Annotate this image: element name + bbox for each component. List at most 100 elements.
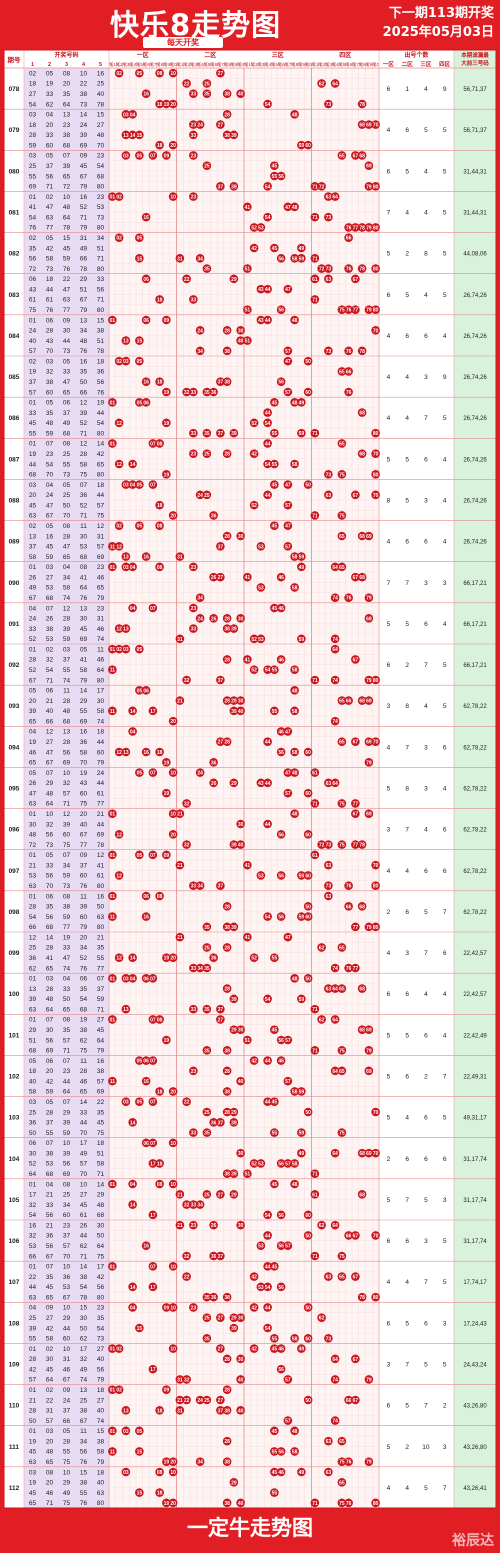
tail-header: 尾6 — [278, 62, 286, 68]
tail-header: 尾0 — [237, 62, 245, 68]
number-ball — [222, 901, 232, 911]
number-ball — [195, 253, 205, 263]
number-ball — [290, 397, 299, 407]
zone-count: 5 — [443, 703, 447, 710]
draw-number: 30 — [80, 533, 88, 540]
number-ball-label: 75 — [339, 1131, 345, 1137]
draw-number: 23 — [97, 1305, 105, 1312]
draw-number: 59 — [97, 996, 105, 1003]
draw-number: 01 — [29, 1264, 37, 1271]
number-ball-label: 45 — [272, 1347, 278, 1353]
number-ball — [290, 809, 299, 819]
tail-header: 尾4 — [197, 62, 205, 68]
number-ball-label: 56 — [278, 832, 284, 838]
number-ball-label: 10 — [170, 1264, 176, 1270]
tail-header: 尾3 — [190, 62, 198, 68]
number-ball-label: 30 — [238, 328, 244, 334]
brand-watermark: 裕辰达 — [452, 1533, 494, 1549]
number-ball — [324, 840, 333, 849]
draw-number: 52 — [29, 1161, 37, 1168]
number-ball-label: 46 — [278, 606, 284, 612]
draw-number: 04 — [29, 729, 37, 736]
number-ball — [263, 315, 272, 325]
draw-number: 62 — [80, 1037, 88, 1044]
number-ball-label: 15 — [137, 256, 143, 262]
draw-number: 68 — [29, 472, 37, 479]
number-ball-label: 06 — [143, 688, 149, 694]
draw-number: 45 — [97, 1120, 105, 1127]
number-ball-label: 13 — [123, 627, 129, 633]
number-ball-label: 12 — [116, 956, 122, 962]
tail-header: 尾2 — [251, 62, 259, 68]
zone-count: 5 — [405, 168, 409, 175]
number-ball-label: 28 — [224, 1069, 230, 1075]
draw-subheader: 5 — [99, 62, 102, 68]
draw-number: 35 — [97, 1315, 105, 1322]
number-ball — [182, 274, 191, 284]
zone-count: 4 — [424, 991, 428, 998]
issue-number: 107 — [9, 1279, 20, 1286]
draw-number: 54 — [97, 163, 105, 170]
filter-value: 17,74,17 — [463, 1280, 487, 1286]
number-ball-label: 51 — [245, 1172, 251, 1178]
zone-count: 4 — [405, 1115, 409, 1122]
number-ball — [344, 901, 353, 911]
number-ball-label: 39 — [231, 133, 237, 139]
zone-count: 3 — [387, 703, 391, 710]
number-ball — [236, 840, 245, 849]
draw-number: 62 — [29, 965, 37, 972]
draw-number: 36 — [29, 955, 37, 962]
draw-number: 64 — [46, 801, 54, 808]
draw-number: 35 — [97, 1109, 105, 1116]
number-ball-label: 46 — [278, 729, 284, 735]
draw-number: 27 — [46, 1315, 54, 1322]
number-ball-label: 10 — [170, 1470, 176, 1476]
tail-header: 尾8 — [156, 62, 164, 68]
filter-value: 62,78,22 — [463, 745, 487, 751]
number-ball-label: 08 — [157, 1470, 163, 1476]
draw-number: 02 — [46, 194, 54, 201]
filter-value: 26,74,26 — [463, 375, 487, 381]
number-ball-label: 73 — [326, 472, 332, 478]
draw-number: 54 — [46, 461, 54, 468]
number-ball-label: 12 — [116, 750, 122, 756]
daily-draw-badge: 每天开奖 — [143, 37, 223, 48]
number-ball-label: 41 — [245, 863, 251, 869]
tail-header: 尾1 — [109, 62, 117, 68]
draw-number: 03 — [29, 1469, 37, 1476]
zone-count: 5 — [443, 1279, 447, 1286]
number-ball-label: 64 — [332, 565, 338, 571]
number-ball — [148, 151, 158, 160]
number-ball — [114, 459, 124, 469]
number-ball-label: 50 — [305, 976, 311, 982]
tail-header: 尾2 — [183, 62, 191, 68]
draw-number: 37 — [63, 410, 71, 417]
draw-number: 09 — [80, 153, 88, 160]
number-ball-label: 53 — [258, 544, 264, 550]
number-ball-label: 40 — [238, 1408, 244, 1414]
number-ball — [243, 860, 252, 870]
number-ball-label: 58 — [292, 462, 298, 468]
draw-number: 01 — [29, 1017, 37, 1024]
draw-number: 45 — [46, 1366, 54, 1373]
number-ball-label: 75 — [339, 801, 345, 807]
number-ball — [324, 264, 333, 273]
number-ball — [270, 171, 279, 181]
number-ball-label: 52 — [251, 225, 257, 231]
number-ball-label: 07 — [150, 771, 156, 777]
draw-number: 33 — [63, 369, 71, 376]
draw-number: 13 — [63, 112, 71, 119]
number-ball — [209, 387, 218, 397]
number-ball-label: 20 — [170, 102, 176, 108]
zone-count: 3 — [424, 744, 428, 751]
draw-number: 11 — [97, 646, 104, 653]
number-ball-label: 74 — [332, 678, 338, 684]
number-ball-label: 71 — [312, 678, 318, 684]
draw-number: 06 — [29, 1140, 37, 1147]
number-ball — [175, 253, 185, 263]
number-ball — [114, 829, 124, 839]
draw-number: 33 — [63, 986, 71, 993]
draw-number: 44 — [29, 461, 37, 468]
filter-value: 44,08,06 — [463, 252, 487, 258]
number-ball-label: 79 — [366, 1460, 372, 1466]
